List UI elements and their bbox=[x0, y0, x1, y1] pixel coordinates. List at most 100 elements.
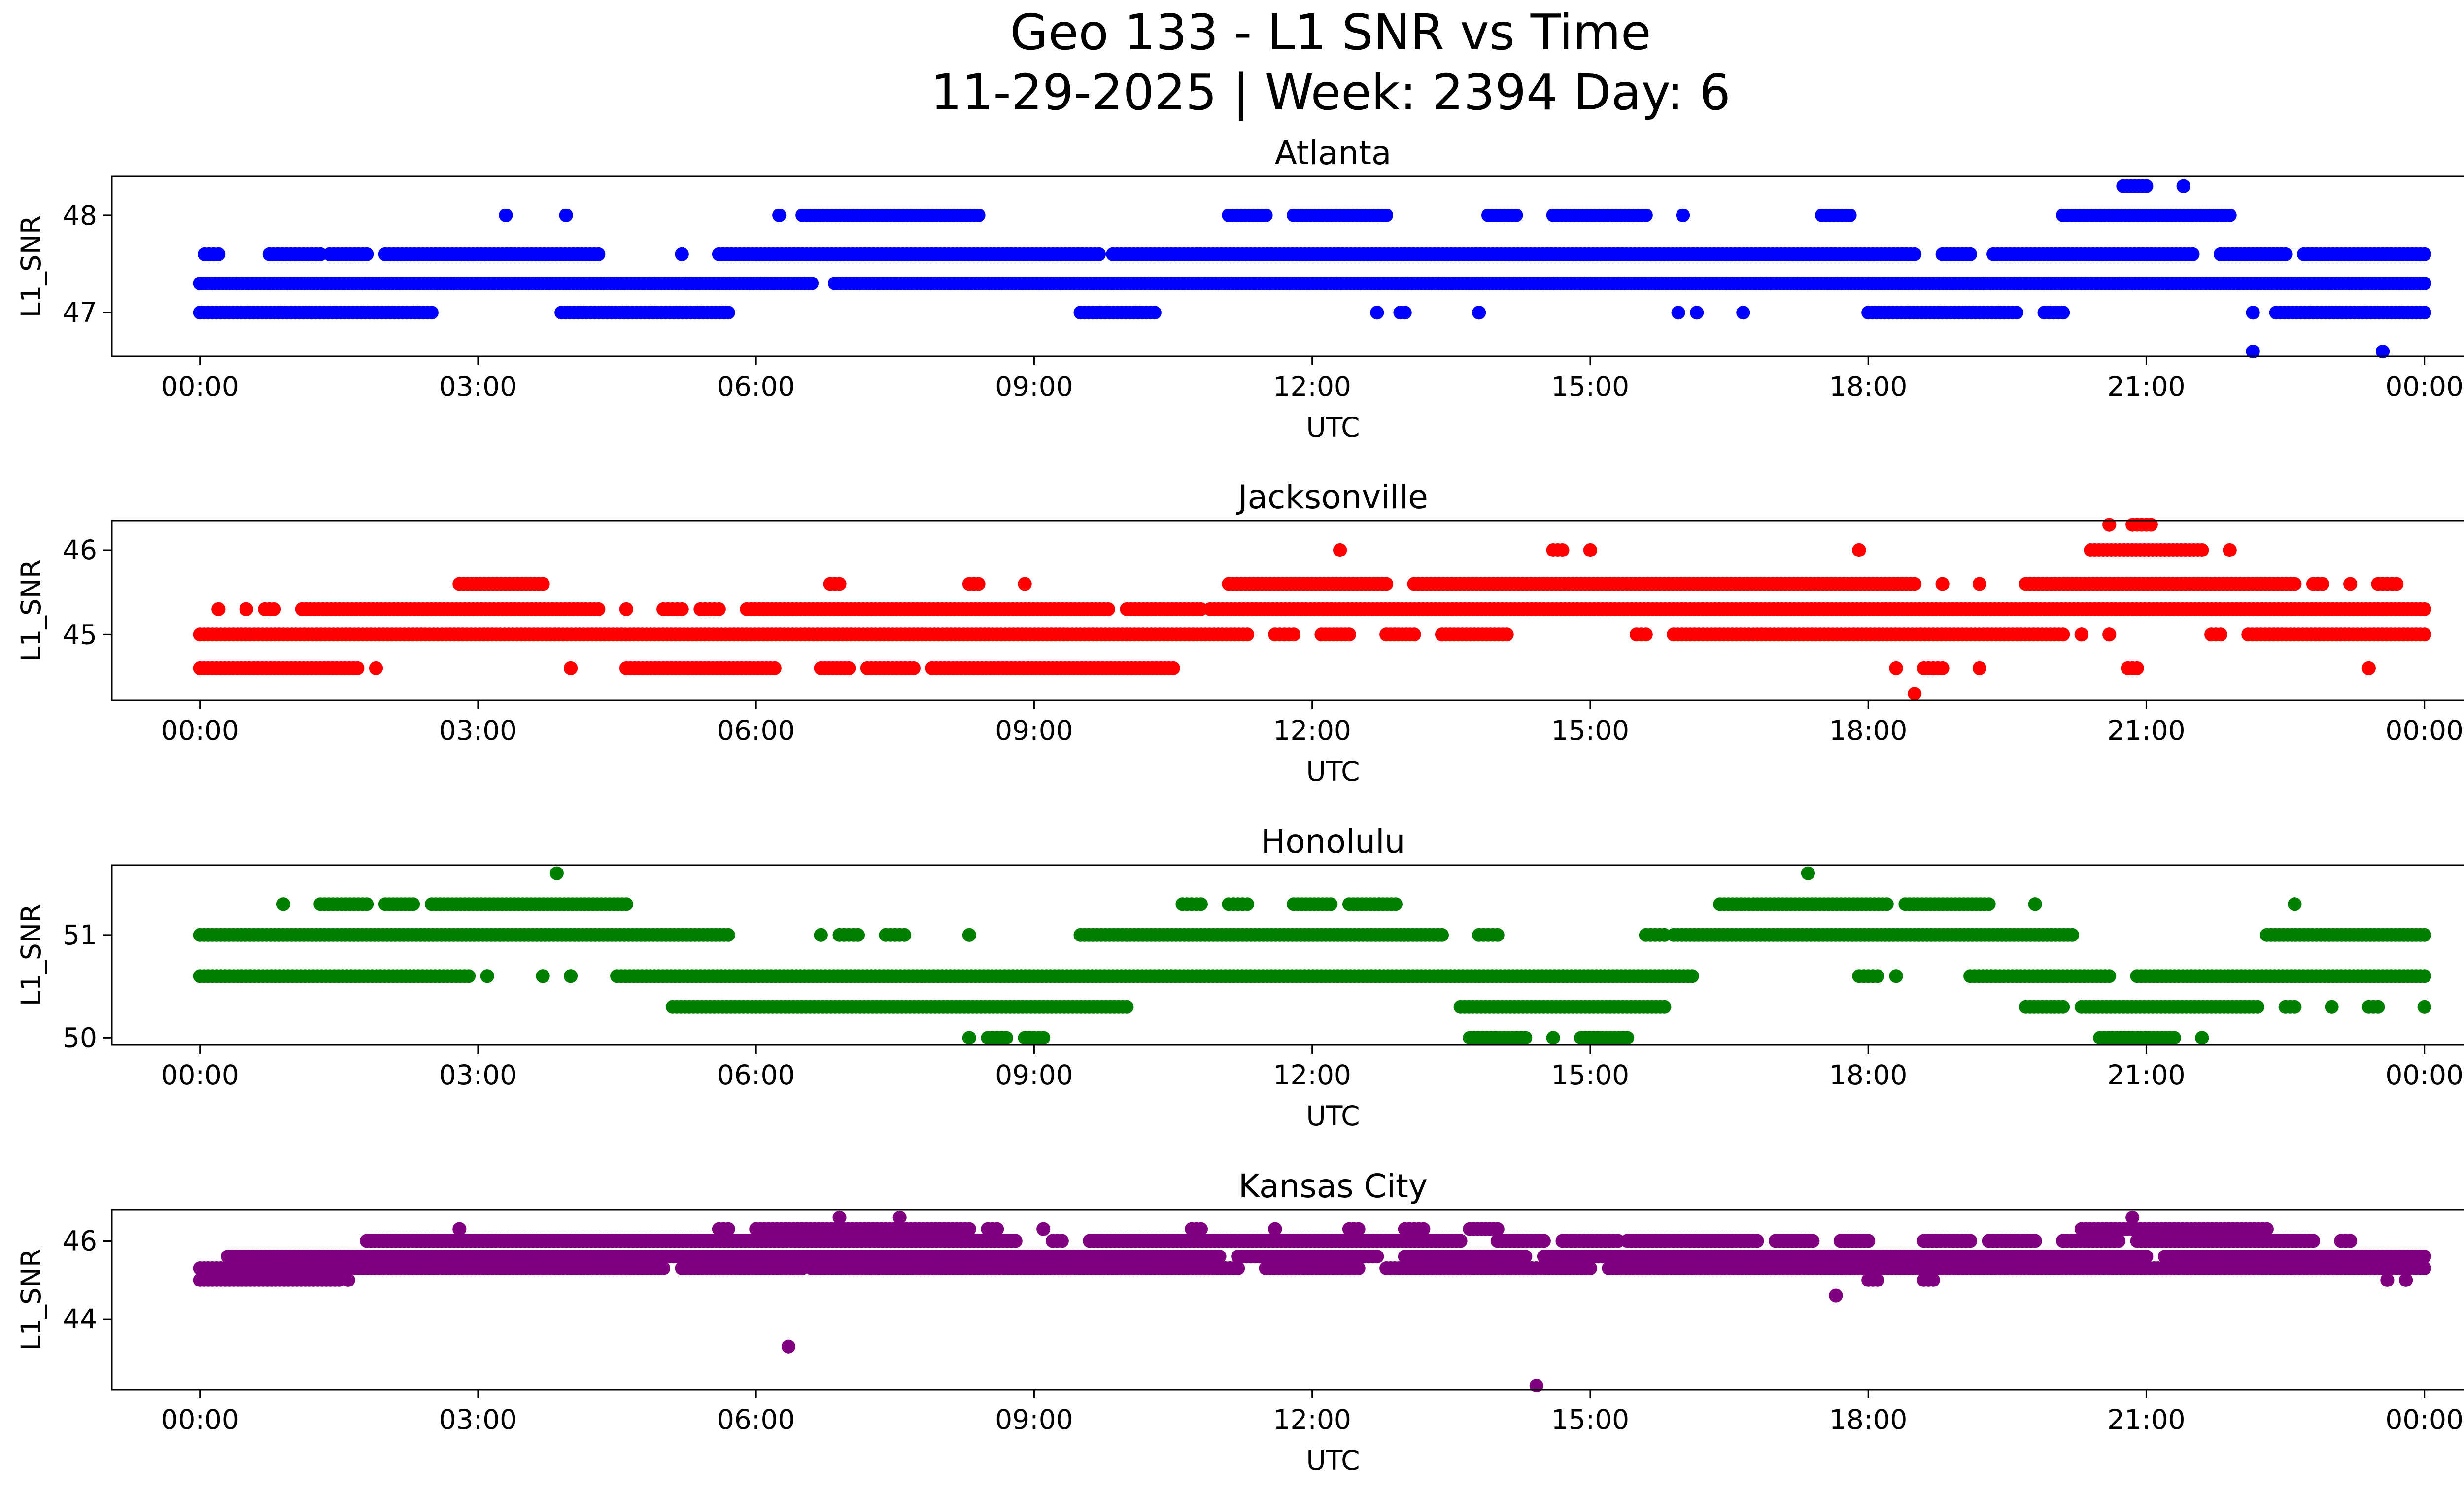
data-point bbox=[1379, 577, 1394, 591]
data-point bbox=[462, 969, 476, 983]
data-point bbox=[1259, 208, 1273, 222]
data-point bbox=[2102, 969, 2117, 983]
data-point bbox=[536, 577, 550, 591]
data-point bbox=[1852, 543, 1866, 557]
y-tick-label: 47 bbox=[63, 297, 97, 328]
x-tick-label: 03:00 bbox=[439, 715, 517, 746]
data-point bbox=[1120, 1000, 1134, 1014]
y-axis-label: L1_SNR bbox=[15, 215, 47, 317]
data-point bbox=[2144, 518, 2158, 532]
data-point bbox=[619, 602, 633, 616]
data-point bbox=[2417, 277, 2431, 290]
data-point bbox=[962, 928, 976, 942]
y-tick-label: 50 bbox=[63, 1022, 97, 1053]
x-tick-label: 21:00 bbox=[2107, 371, 2186, 402]
data-point bbox=[2195, 1031, 2209, 1045]
data-point bbox=[1407, 627, 1421, 642]
data-point bbox=[1736, 306, 1750, 320]
data-point bbox=[1324, 897, 1338, 911]
data-point bbox=[999, 1031, 1013, 1045]
x-tick-label: 00:00 bbox=[161, 715, 239, 746]
x-tick-label: 00:00 bbox=[161, 1059, 239, 1091]
y-tick-label: 46 bbox=[63, 534, 97, 566]
data-point bbox=[2102, 518, 2117, 532]
data-point bbox=[1333, 543, 1347, 557]
data-point bbox=[1639, 627, 1653, 642]
data-point bbox=[805, 277, 819, 290]
data-point bbox=[350, 661, 365, 675]
data-point bbox=[971, 208, 986, 222]
data-point bbox=[341, 1273, 355, 1287]
data-point bbox=[1935, 661, 1950, 675]
data-point bbox=[591, 602, 606, 616]
x-axis-label: UTC bbox=[1306, 756, 1360, 787]
data-point bbox=[675, 602, 689, 616]
data-point bbox=[2056, 306, 2070, 320]
axes-frame bbox=[111, 175, 2464, 357]
data-point bbox=[1555, 543, 1570, 557]
data-point bbox=[1351, 1261, 1366, 1275]
data-point bbox=[211, 602, 226, 616]
x-tick-label: 06:00 bbox=[717, 371, 795, 402]
data-point bbox=[2390, 577, 2404, 591]
data-point bbox=[591, 247, 606, 261]
data-point bbox=[1880, 897, 1894, 911]
data-point bbox=[1231, 1261, 1245, 1275]
data-point bbox=[2167, 1031, 2181, 1045]
data-point bbox=[2417, 306, 2431, 320]
x-tick-label: 09:00 bbox=[995, 1059, 1073, 1091]
x-tick-label: 00:00 bbox=[2385, 715, 2464, 746]
x-tick-label: 15:00 bbox=[1551, 1059, 1630, 1091]
data-point bbox=[480, 969, 494, 983]
data-point bbox=[814, 928, 828, 942]
data-point bbox=[1935, 577, 1950, 591]
data-point bbox=[499, 208, 513, 222]
x-tick-label: 12:00 bbox=[1273, 715, 1351, 746]
x-tick-label: 03:00 bbox=[439, 1059, 517, 1091]
data-point bbox=[851, 928, 865, 942]
data-point bbox=[2417, 627, 2431, 642]
x-tick-label: 12:00 bbox=[1273, 371, 1351, 402]
data-point bbox=[1092, 247, 1106, 261]
data-point bbox=[906, 661, 921, 675]
data-point bbox=[1240, 627, 1254, 642]
data-point bbox=[2102, 627, 2117, 642]
x-axis-label: UTC bbox=[1306, 1100, 1360, 1132]
data-point bbox=[656, 1261, 671, 1275]
data-point bbox=[2056, 627, 2070, 642]
data-point bbox=[962, 1031, 976, 1045]
data-point bbox=[1972, 661, 1986, 675]
x-tick-label: 18:00 bbox=[1829, 715, 1908, 746]
data-point bbox=[2074, 627, 2088, 642]
data-point bbox=[2371, 1000, 2385, 1014]
data-points bbox=[193, 518, 2431, 701]
data-point bbox=[2417, 1000, 2431, 1014]
data-point bbox=[1018, 577, 1032, 591]
data-point bbox=[267, 602, 281, 616]
x-tick-label: 09:00 bbox=[995, 371, 1073, 402]
data-point bbox=[772, 208, 787, 222]
data-point bbox=[2417, 969, 2431, 983]
data-point bbox=[1342, 627, 1356, 642]
data-point bbox=[1926, 1273, 1940, 1287]
data-point bbox=[2278, 247, 2293, 261]
data-point bbox=[767, 661, 782, 675]
data-point bbox=[2343, 577, 2358, 591]
data-point bbox=[721, 928, 735, 942]
data-point bbox=[2361, 661, 2376, 675]
data-point bbox=[2176, 179, 2190, 193]
data-point bbox=[1036, 1031, 1051, 1045]
data-point bbox=[559, 208, 573, 222]
data-point bbox=[564, 969, 578, 983]
subplot-title: Honolulu bbox=[1261, 823, 1405, 861]
data-point bbox=[1889, 969, 1903, 983]
x-tick-label: 06:00 bbox=[717, 715, 795, 746]
data-point bbox=[1101, 602, 1115, 616]
data-point bbox=[424, 306, 439, 320]
y-axis-label: L1_SNR bbox=[15, 904, 47, 1006]
